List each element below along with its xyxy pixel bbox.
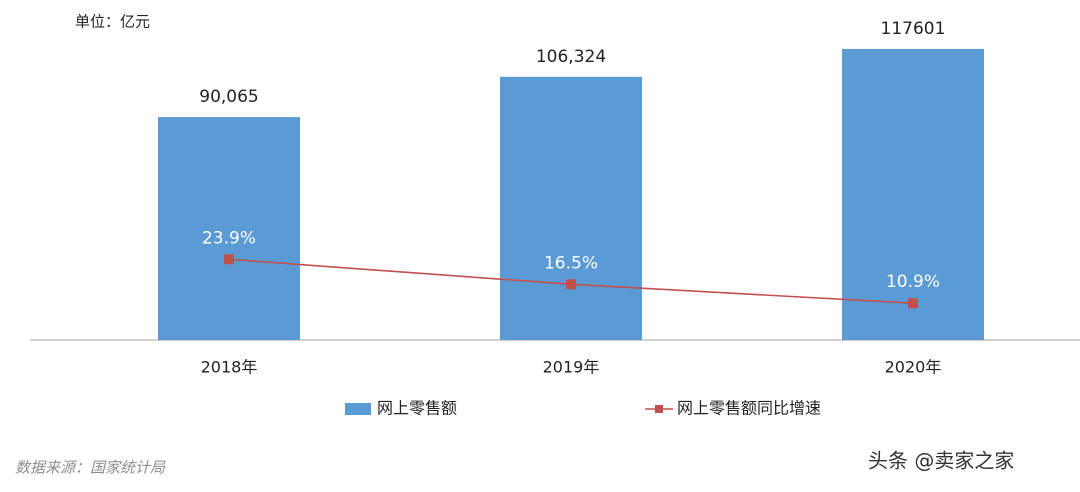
watermark: 头条 @卖家之家	[868, 449, 1014, 473]
line-marker	[566, 279, 576, 290]
bar-value-label: 90,065	[199, 87, 258, 107]
bar	[842, 48, 984, 340]
line-marker	[908, 298, 918, 309]
x-tick-label: 2018年	[201, 358, 258, 377]
bar	[158, 117, 300, 340]
line-value-label: 16.5%	[544, 253, 598, 273]
x-tick-label: 2020年	[885, 358, 942, 377]
bar	[500, 76, 642, 341]
x-tick-label: 2019年	[543, 358, 600, 377]
bar-value-label: 106,324	[536, 47, 606, 67]
line-value-label: 10.9%	[886, 272, 940, 292]
line-value-label: 23.9%	[202, 228, 256, 248]
legend-swatch	[655, 405, 663, 413]
line-marker	[224, 254, 234, 265]
legend-swatch	[345, 403, 371, 415]
unit-label: 单位：亿元	[75, 13, 150, 31]
source: 数据来源：国家统计局	[15, 459, 166, 477]
legend-label: 网上零售额同比增速	[677, 399, 821, 418]
legend-label: 网上零售额	[377, 399, 457, 418]
bar-value-label: 117601	[881, 19, 946, 39]
